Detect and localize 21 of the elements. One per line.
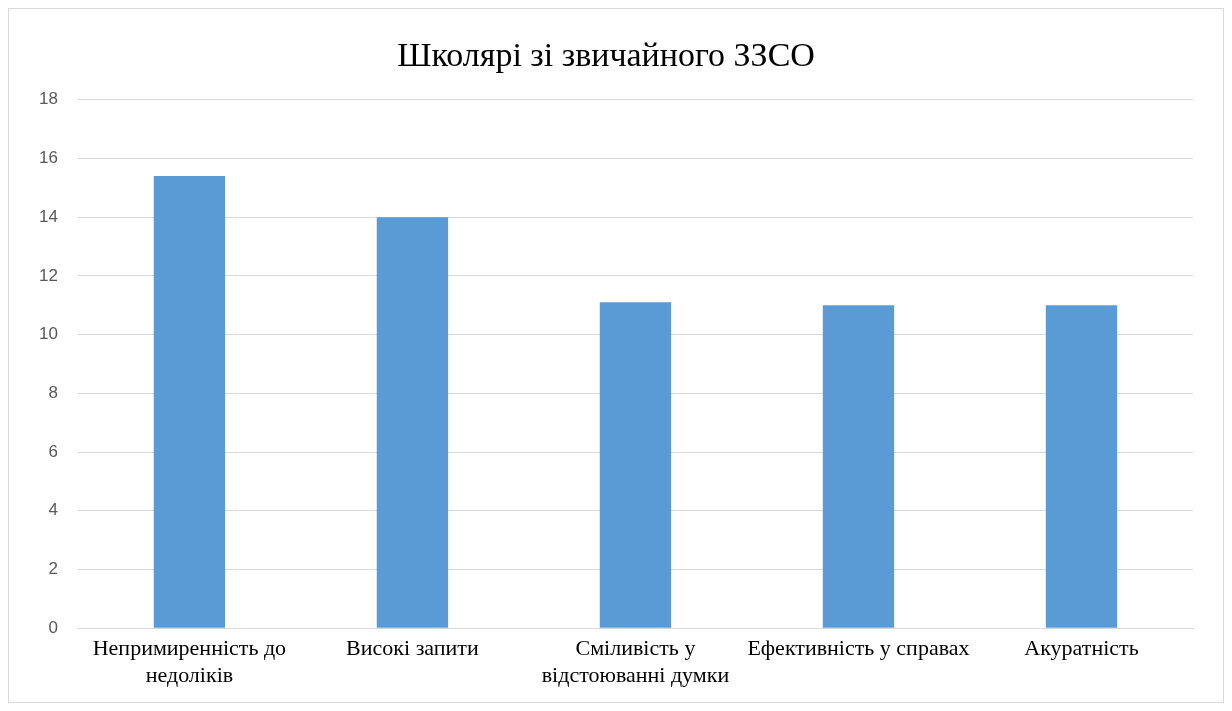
bar [1045,305,1118,628]
y-tick-label: 16 [38,148,58,168]
y-tick-label: 2 [48,559,58,579]
bar [822,305,895,628]
y-tick-label: 12 [38,265,58,285]
chart-title: Школярі зі звичайного ЗЗСО [397,36,815,74]
bar [599,302,672,628]
y-tick-label: 18 [38,89,58,109]
x-tick-label: Сміливість у відстоюванні думки [541,635,730,687]
y-tick-label: 10 [38,324,58,344]
x-tick-label: Акуратність [1024,635,1139,661]
x-tick-label: Ефективність у справах [747,635,970,661]
y-tick-label: 8 [48,383,58,403]
y-tick-label: 4 [48,500,58,520]
x-tick-label: Високі запити [346,635,479,661]
bar [376,217,449,628]
x-tick-label: Непримиренність до недоліків [92,635,287,687]
y-tick-label: 14 [38,206,58,226]
bar [153,176,226,628]
y-tick-label: 6 [48,441,58,461]
y-tick-label: 0 [48,617,58,637]
